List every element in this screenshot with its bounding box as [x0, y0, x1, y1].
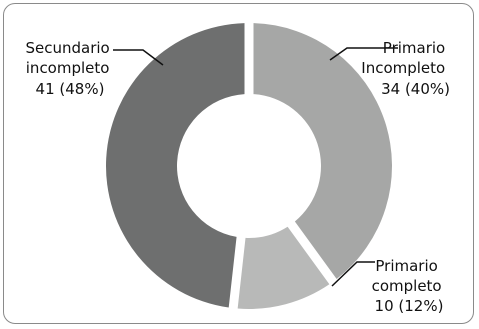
label-secundario-incompleto: Secundario incompleto 41 (48%): [25, 39, 114, 98]
leader-lines: [113, 47, 398, 287]
donut-slices: [105, 23, 392, 309]
leader-primario-incompleto: [329, 47, 398, 61]
leader-primario-completo: [331, 261, 375, 287]
slice-primario-incompleto: [253, 23, 392, 279]
label-primario-completo: Primario completo 10 (12%): [372, 257, 447, 315]
leader-secundario-incompleto: [113, 49, 164, 66]
slice-secundario-incompleto: [105, 23, 245, 308]
label-primario-incompleto: Primario Incompleto 34 (40%): [361, 39, 450, 98]
slice-primario-completo: [237, 226, 330, 309]
